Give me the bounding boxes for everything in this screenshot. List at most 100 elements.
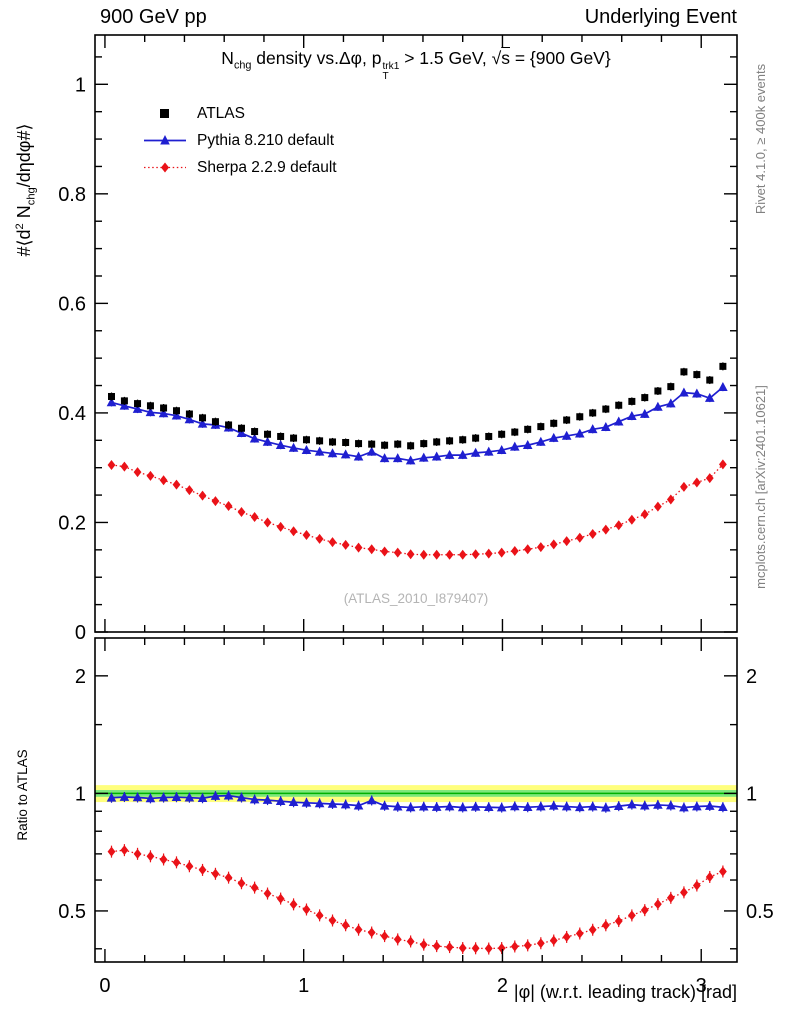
diamond-marker [354, 924, 363, 935]
ylabel-part-c: N [14, 205, 34, 224]
triangle-marker [262, 794, 273, 804]
square-marker [146, 402, 154, 410]
ylabel-part-a: #⟨d [14, 229, 34, 257]
diamond-marker [133, 848, 142, 859]
diamond-marker [367, 544, 376, 555]
triangle-marker [171, 792, 182, 802]
triangle-marker [509, 441, 520, 451]
triangle-marker [119, 791, 130, 801]
diamond-marker [224, 501, 233, 512]
diamond-marker [445, 942, 454, 953]
diamond-marker [471, 943, 480, 954]
diamond-marker [523, 544, 532, 555]
square-marker [524, 425, 532, 433]
diamond-marker [419, 939, 428, 950]
tick-label: 0.6 [58, 293, 86, 315]
triangle-marker [171, 410, 182, 420]
square-marker [602, 405, 610, 413]
triangle-marker [132, 403, 143, 413]
triangle-marker [639, 408, 650, 418]
diamond-marker [575, 928, 584, 939]
diamond-marker [588, 528, 597, 539]
tick-label: 0.2 [58, 512, 86, 534]
diamond-marker [484, 548, 493, 559]
triangle-marker [666, 800, 676, 810]
diamond-marker [510, 545, 519, 556]
diamond-marker [367, 927, 376, 938]
diamond-marker [172, 479, 181, 490]
diamond-marker [445, 549, 454, 560]
triangle-marker [106, 397, 117, 407]
triangle-marker [210, 790, 221, 800]
axis-ticks [95, 35, 737, 962]
diamond-marker [536, 938, 545, 949]
triangle-marker [431, 451, 442, 461]
diamond-marker [107, 459, 116, 470]
triangle-marker [405, 455, 416, 465]
title-chg-subscript: chg [233, 59, 252, 72]
diamond-marker [146, 470, 155, 481]
triangle-marker [145, 407, 156, 417]
triangle-marker [353, 451, 364, 461]
diamond-marker [653, 899, 662, 910]
main-y-axis-title: #⟨d2 Nchg/dηdφ#⟩ [14, 40, 38, 340]
triangle-marker [718, 802, 728, 812]
diamond-marker [718, 459, 727, 470]
square-marker [407, 442, 415, 450]
square-marker [693, 371, 701, 379]
tick-label: 0.5 [746, 901, 774, 923]
legend-item-sherpa: Sherpa 2.2.9 default [142, 154, 337, 181]
diamond-marker [458, 943, 467, 954]
diamond-marker [601, 920, 610, 931]
triangle-marker [627, 411, 637, 421]
square-marker [290, 434, 298, 442]
triangle-marker [548, 800, 559, 810]
diamond-marker [653, 501, 662, 512]
diamond-marker [211, 868, 220, 879]
square-marker [329, 438, 337, 446]
square-marker [342, 438, 350, 446]
triangle-marker-icon [144, 135, 186, 145]
diamond-marker [484, 943, 493, 954]
pt-base: p [371, 48, 382, 68]
diamond-marker [120, 461, 129, 472]
square-marker [433, 438, 441, 446]
square-marker [537, 423, 545, 431]
triangle-marker [613, 416, 624, 426]
triangle-marker [301, 797, 312, 807]
diamond-marker [432, 941, 441, 952]
mcplots-attribution-note: mcplots.cern.ch [arXiv:2401.10621] [753, 385, 768, 589]
triangle-marker [718, 381, 728, 391]
triangle-marker [704, 800, 715, 810]
square-marker [120, 397, 128, 405]
triangle-marker [470, 447, 481, 457]
diamond-marker [432, 549, 441, 560]
ratio-y-axis-title: Ratio to ATLAS [15, 749, 30, 841]
ylabel-exponent: 2 [14, 223, 26, 230]
triangle-marker [275, 440, 286, 450]
triangle-marker [197, 793, 208, 803]
diamond-marker-icon [144, 162, 186, 173]
diamond-marker [302, 530, 311, 541]
triangle-marker [536, 801, 546, 811]
triangle-marker [236, 427, 247, 437]
triangle-marker [184, 414, 195, 424]
diamond-marker [263, 517, 272, 528]
title-observable: Nchg [221, 48, 251, 72]
diamond-marker [302, 904, 311, 915]
triangle-marker [653, 799, 663, 809]
diamond-marker [159, 475, 168, 486]
diamond-marker [666, 494, 675, 505]
triangle-marker [470, 801, 481, 811]
triangle-marker [444, 801, 455, 811]
square-marker [446, 437, 454, 445]
diamond-marker [640, 905, 649, 916]
triangle-marker [132, 792, 143, 802]
triangle-marker [601, 421, 611, 431]
legend-label-pythia: Pythia 8.210 default [197, 131, 335, 149]
diamond-marker [380, 546, 389, 557]
diamond-marker [497, 943, 506, 954]
triangle-marker [106, 792, 117, 802]
square-marker [719, 362, 727, 370]
diamond-marker [393, 547, 402, 558]
